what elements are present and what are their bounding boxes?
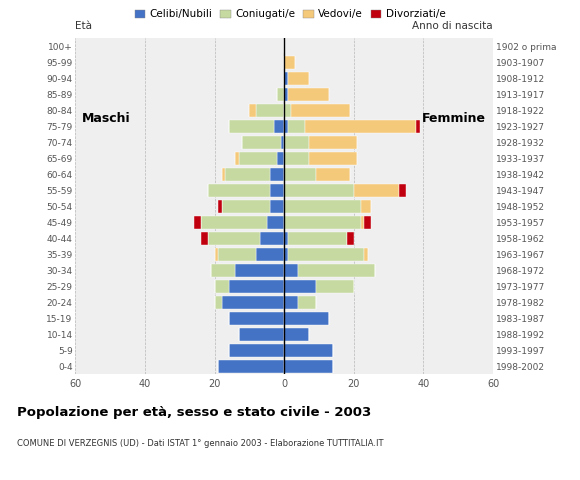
Bar (256, 248, 284, 261)
Bar (284, 200, 361, 213)
Bar (239, 152, 277, 165)
Bar (229, 280, 284, 293)
Bar (284, 280, 316, 293)
Bar (291, 104, 350, 117)
Bar (284, 264, 298, 277)
Bar (256, 104, 284, 117)
Bar (284, 312, 329, 325)
Bar (277, 88, 284, 101)
Bar (242, 136, 281, 149)
Bar (218, 248, 256, 261)
Bar (194, 216, 201, 229)
Bar (284, 184, 354, 197)
Bar (284, 72, 288, 85)
Bar (298, 296, 316, 309)
Bar (347, 232, 354, 245)
Bar (215, 296, 222, 309)
Bar (201, 216, 267, 229)
Bar (364, 216, 371, 229)
Bar (229, 312, 284, 325)
Bar (288, 120, 305, 133)
Bar (270, 168, 284, 181)
Bar (284, 152, 309, 165)
Bar (309, 152, 357, 165)
Text: Maschi: Maschi (82, 112, 131, 125)
Bar (284, 232, 288, 245)
Text: Anno di nascita: Anno di nascita (412, 21, 493, 31)
Text: Età: Età (75, 21, 92, 31)
Bar (316, 168, 350, 181)
Bar (284, 248, 288, 261)
Bar (288, 88, 329, 101)
Text: Femmine: Femmine (422, 112, 486, 125)
Bar (416, 120, 420, 133)
Bar (284, 296, 298, 309)
Bar (284, 216, 361, 229)
Bar (284, 88, 288, 101)
Bar (225, 168, 270, 181)
Bar (281, 136, 284, 149)
Bar (309, 136, 357, 149)
Bar (298, 264, 375, 277)
Bar (235, 152, 239, 165)
Bar (361, 200, 371, 213)
Bar (284, 344, 333, 357)
Bar (229, 120, 274, 133)
Bar (270, 200, 284, 213)
Bar (361, 216, 364, 229)
Bar (364, 248, 368, 261)
Bar (288, 72, 309, 85)
Bar (229, 344, 284, 357)
Bar (277, 152, 284, 165)
Bar (218, 200, 222, 213)
Bar (260, 232, 284, 245)
Bar (288, 232, 347, 245)
Bar (288, 248, 364, 261)
Bar (222, 200, 270, 213)
Text: Popolazione per età, sesso e stato civile - 2003: Popolazione per età, sesso e stato civil… (17, 406, 372, 419)
Bar (284, 120, 288, 133)
Bar (284, 136, 309, 149)
Bar (305, 120, 416, 133)
Bar (215, 248, 218, 261)
Bar (284, 56, 295, 69)
Bar (267, 216, 284, 229)
Bar (316, 280, 354, 293)
Bar (235, 264, 284, 277)
Bar (211, 264, 235, 277)
Bar (270, 184, 284, 197)
Bar (201, 232, 208, 245)
Bar (399, 184, 406, 197)
Legend: Celibi/Nubili, Coniugati/e, Vedovi/e, Divorziati/e: Celibi/Nubili, Coniugati/e, Vedovi/e, Di… (130, 5, 450, 24)
Bar (208, 232, 260, 245)
Bar (354, 184, 399, 197)
Bar (249, 104, 256, 117)
Bar (215, 280, 229, 293)
Bar (208, 184, 270, 197)
Text: COMUNE DI VERZEGNIS (UD) - Dati ISTAT 1° gennaio 2003 - Elaborazione TUTTITALIA.: COMUNE DI VERZEGNIS (UD) - Dati ISTAT 1°… (17, 439, 384, 448)
Bar (222, 296, 284, 309)
Bar (284, 104, 291, 117)
Bar (284, 168, 316, 181)
Bar (222, 168, 225, 181)
Bar (274, 120, 284, 133)
Bar (284, 328, 309, 341)
Bar (218, 360, 284, 373)
Bar (284, 360, 333, 373)
Bar (239, 328, 284, 341)
